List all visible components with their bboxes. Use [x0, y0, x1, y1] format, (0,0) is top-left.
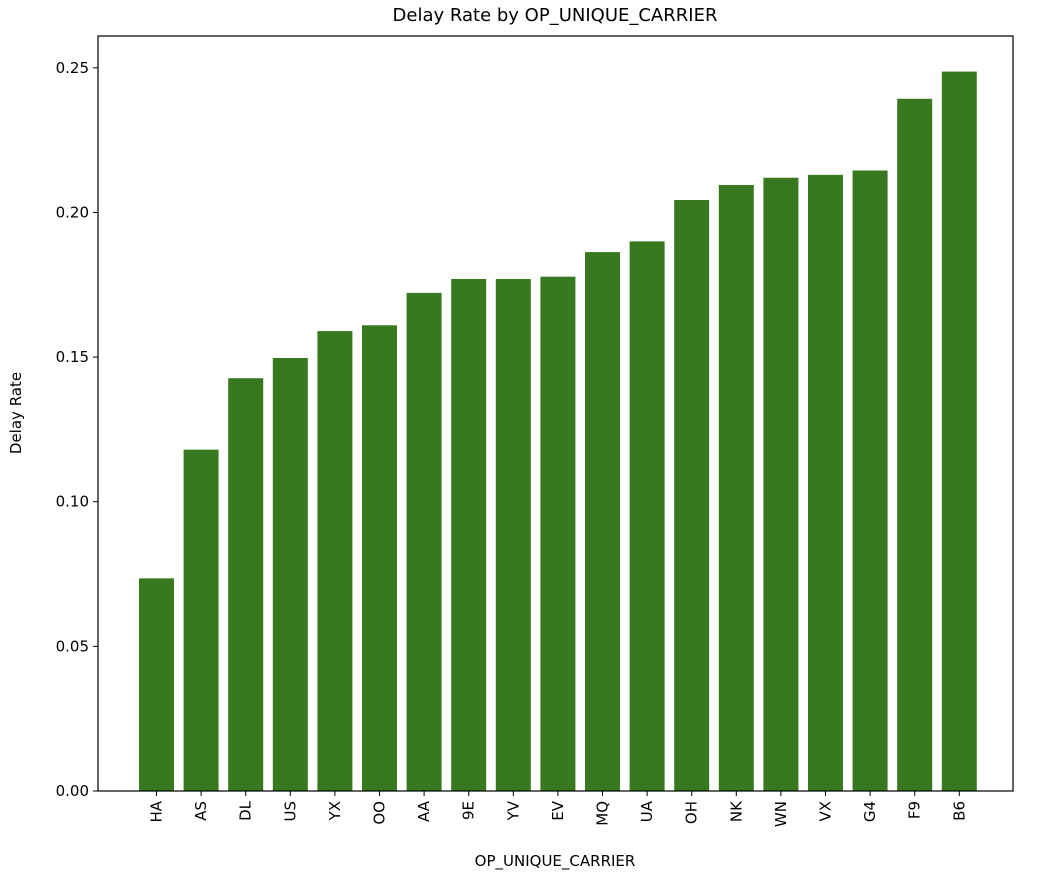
x-tick-label: NK: [727, 800, 745, 822]
bar-oo: [362, 325, 397, 791]
bar-yx: [317, 331, 353, 791]
x-tick-label: F9: [906, 801, 924, 819]
y-tick-label: 0.10: [56, 493, 89, 511]
x-tick-label: B6: [950, 801, 968, 821]
x-tick-label: HA: [148, 800, 166, 822]
bar-wn: [763, 177, 799, 792]
bar-b6: [941, 71, 977, 792]
bar-ev: [540, 276, 576, 791]
x-tick-label: YV: [504, 800, 522, 821]
plot-frame: [97, 35, 1014, 792]
x-tick-label: AA: [415, 800, 433, 822]
x-tick-label: DL: [237, 800, 255, 821]
x-tick-label: WN: [772, 801, 790, 827]
x-tick-label: G4: [861, 801, 879, 822]
y-axis-title: Delay Rate: [7, 372, 25, 454]
x-tick-label: YX: [326, 801, 344, 821]
bar-vx: [808, 174, 843, 791]
x-tick-label: AS: [192, 801, 210, 821]
bar-ha: [139, 578, 174, 791]
bar-g4: [852, 170, 888, 792]
x-tick-label: US: [281, 801, 299, 822]
bar-mq: [585, 252, 620, 792]
bar-aa: [406, 292, 442, 791]
bar-us: [272, 357, 308, 791]
bars-layer: [139, 71, 977, 792]
y-tick-label: 0.15: [56, 348, 89, 366]
bar-ua: [629, 241, 665, 791]
x-tick-label: OO: [371, 801, 389, 825]
bar-as: [183, 449, 219, 791]
x-tick-label: UA: [638, 800, 656, 822]
x-axis: HA AS DL US YX OO AA 9E YV EV MQ UA OH NK WN VX G4 F9 B6: [148, 791, 968, 827]
y-tick-label: 0.00: [56, 782, 89, 800]
x-tick-label: MQ: [594, 801, 612, 826]
y-tick-label: 0.05: [56, 637, 89, 655]
y-tick-label: 0.25: [56, 59, 89, 77]
x-tick-label: EV: [549, 800, 567, 820]
bar-f9: [897, 98, 933, 791]
x-tick-label: 9E: [460, 801, 478, 820]
x-tick-label: OH: [683, 801, 701, 824]
y-axis: 0.00 0.05 0.10 0.15 0.20 0.25: [56, 59, 98, 800]
bar-9e: [451, 278, 487, 791]
y-tick-label: 0.20: [56, 203, 89, 221]
x-tick-label: VX: [817, 801, 835, 822]
bar-yv: [495, 278, 531, 791]
chart-title: Delay Rate by OP_UNIQUE_CARRIER: [393, 5, 718, 26]
bar-oh: [674, 200, 710, 792]
x-axis-title: OP_UNIQUE_CARRIER: [475, 852, 636, 871]
bar-dl: [228, 378, 264, 791]
bar-nk: [718, 184, 754, 791]
